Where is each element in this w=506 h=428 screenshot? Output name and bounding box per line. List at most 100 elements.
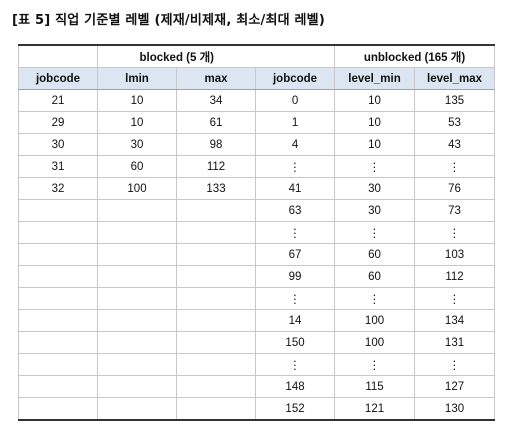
cell-unblocked-jobcode: 99 bbox=[255, 265, 336, 288]
cell-unblocked-level-min: 100 bbox=[334, 309, 416, 332]
col-header-unblocked-level-max: level_max bbox=[414, 67, 496, 90]
cell-unblocked-level-min: 10 bbox=[334, 89, 416, 112]
cell-blocked-lmin bbox=[97, 199, 177, 222]
col-header-unblocked-jobcode: jobcode bbox=[255, 67, 336, 90]
cell-blocked-jobcode: 32 bbox=[18, 177, 98, 200]
table-row: 31 60 112 ⋮ ⋮ ⋮ bbox=[18, 155, 496, 178]
cell-unblocked-jobcode: 63 bbox=[255, 199, 336, 222]
cell-blocked-max bbox=[175, 397, 257, 421]
cell-unblocked-jobcode: 0 bbox=[255, 89, 336, 112]
cell-blocked-jobcode: 30 bbox=[18, 133, 98, 156]
cell-blocked-lmin bbox=[97, 221, 177, 244]
group-blocked-header: blocked (5 개) bbox=[96, 44, 256, 68]
cell-unblocked-level-max: 43 bbox=[414, 133, 496, 156]
cell-unblocked-level-min: 115 bbox=[334, 375, 416, 398]
cell-blocked-jobcode bbox=[18, 243, 98, 266]
cell-blocked-jobcode: 29 bbox=[18, 111, 98, 134]
col-header-blocked-jobcode: jobcode bbox=[18, 67, 98, 90]
cell-blocked-lmin bbox=[97, 287, 177, 310]
cell-blocked-max bbox=[175, 331, 257, 354]
job-level-table: blocked (5 개) unblocked (165 개) jobcode … bbox=[18, 44, 496, 421]
table-caption: [표 5] 직업 기준별 레벨 (제재/비제재, 최소/최대 레벨) bbox=[12, 13, 325, 28]
cell-blocked-lmin: 10 bbox=[97, 89, 177, 112]
cell-blocked-jobcode: 21 bbox=[18, 89, 98, 112]
table-row: ⋮ ⋮ ⋮ bbox=[18, 221, 496, 244]
group-unblocked-header: unblocked (165 개) bbox=[334, 44, 496, 68]
cell-unblocked-jobcode: 1 bbox=[255, 111, 336, 134]
cell-unblocked-jobcode: 152 bbox=[255, 397, 336, 421]
table-row: 29 10 61 1 10 53 bbox=[18, 111, 496, 134]
cell-unblocked-level-min: 30 bbox=[334, 177, 416, 200]
cell-unblocked-level-max: ⋮ bbox=[414, 353, 496, 376]
cell-blocked-lmin bbox=[97, 243, 177, 266]
table-row: 63 30 73 bbox=[18, 199, 496, 222]
col-header-blocked-lmin: lmin bbox=[97, 67, 177, 90]
cell-blocked-max bbox=[175, 375, 257, 398]
cell-blocked-jobcode bbox=[18, 397, 98, 421]
cell-blocked-lmin: 100 bbox=[97, 177, 177, 200]
cell-unblocked-level-min: 10 bbox=[334, 111, 416, 134]
table-row: 67 60 103 bbox=[18, 243, 496, 266]
table-row: 14 100 134 bbox=[18, 309, 496, 332]
cell-unblocked-level-max: 134 bbox=[414, 309, 496, 332]
cell-unblocked-level-max: 127 bbox=[414, 375, 496, 398]
group-header-row: blocked (5 개) unblocked (165 개) bbox=[18, 44, 496, 68]
cell-unblocked-jobcode: 4 bbox=[255, 133, 336, 156]
cell-blocked-max bbox=[175, 353, 257, 376]
table-row: 148 115 127 bbox=[18, 375, 496, 398]
table-row: 152 121 130 bbox=[18, 397, 496, 421]
cell-blocked-jobcode bbox=[18, 375, 98, 398]
cell-blocked-max bbox=[175, 265, 257, 288]
cell-unblocked-level-min: ⋮ bbox=[334, 221, 416, 244]
cell-blocked-lmin bbox=[97, 265, 177, 288]
cell-unblocked-level-min: 10 bbox=[334, 133, 416, 156]
cell-blocked-max: 133 bbox=[175, 177, 257, 200]
cell-blocked-lmin bbox=[97, 353, 177, 376]
cell-blocked-lmin: 60 bbox=[97, 155, 177, 178]
cell-blocked-max bbox=[175, 287, 257, 310]
cell-blocked-max bbox=[175, 221, 257, 244]
cell-unblocked-jobcode: 14 bbox=[255, 309, 336, 332]
column-header-row: jobcode lmin max jobcode level_min level… bbox=[18, 67, 496, 90]
cell-unblocked-jobcode: 67 bbox=[255, 243, 336, 266]
cell-blocked-max: 61 bbox=[175, 111, 257, 134]
cell-blocked-lmin bbox=[97, 331, 177, 354]
cell-blocked-lmin: 30 bbox=[97, 133, 177, 156]
cell-blocked-lmin: 10 bbox=[97, 111, 177, 134]
cell-unblocked-level-max: 112 bbox=[414, 265, 496, 288]
cell-unblocked-jobcode: 148 bbox=[255, 375, 336, 398]
cell-unblocked-level-min: ⋮ bbox=[334, 287, 416, 310]
cell-unblocked-jobcode: ⋮ bbox=[255, 155, 336, 178]
cell-unblocked-level-max: ⋮ bbox=[414, 287, 496, 310]
cell-blocked-lmin bbox=[97, 309, 177, 332]
cell-blocked-lmin bbox=[97, 397, 177, 421]
table-row: 30 30 98 4 10 43 bbox=[18, 133, 496, 156]
cell-unblocked-jobcode: 150 bbox=[255, 331, 336, 354]
cell-unblocked-level-min: 100 bbox=[334, 331, 416, 354]
cell-unblocked-level-min: ⋮ bbox=[334, 353, 416, 376]
cell-unblocked-level-max: ⋮ bbox=[414, 221, 496, 244]
cell-blocked-max bbox=[175, 243, 257, 266]
cell-unblocked-level-min: 60 bbox=[334, 243, 416, 266]
table-row: 32 100 133 41 30 76 bbox=[18, 177, 496, 200]
cell-unblocked-jobcode: ⋮ bbox=[255, 353, 336, 376]
table-row: 150 100 131 bbox=[18, 331, 496, 354]
cell-unblocked-level-max: ⋮ bbox=[414, 155, 496, 178]
cell-blocked-max bbox=[175, 309, 257, 332]
group-spacer-cell bbox=[255, 44, 336, 68]
cell-blocked-jobcode bbox=[18, 331, 98, 354]
cell-unblocked-level-max: 135 bbox=[414, 89, 496, 112]
cell-unblocked-level-max: 103 bbox=[414, 243, 496, 266]
cell-blocked-jobcode bbox=[18, 221, 98, 244]
cell-unblocked-level-max: 76 bbox=[414, 177, 496, 200]
cell-blocked-max: 98 bbox=[175, 133, 257, 156]
cell-blocked-max bbox=[175, 199, 257, 222]
cell-blocked-max: 112 bbox=[175, 155, 257, 178]
cell-blocked-max: 34 bbox=[175, 89, 257, 112]
cell-unblocked-jobcode: 41 bbox=[255, 177, 336, 200]
group-corner-cell bbox=[18, 44, 98, 68]
table-row: 21 10 34 0 10 135 bbox=[18, 89, 496, 112]
cell-blocked-jobcode bbox=[18, 265, 98, 288]
cell-blocked-jobcode bbox=[18, 199, 98, 222]
cell-unblocked-level-max: 131 bbox=[414, 331, 496, 354]
